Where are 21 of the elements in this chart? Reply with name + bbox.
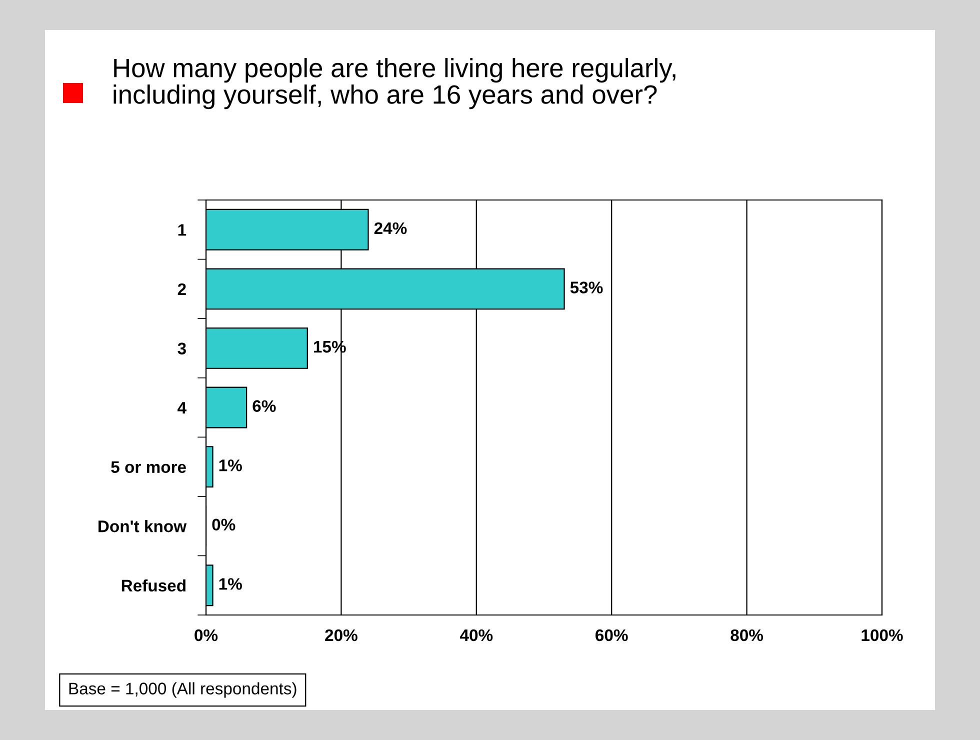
text: Base = 1,000 (All respondents) [69, 682, 296, 698]
data-label: 53% [570, 282, 603, 294]
x-tick-label: 80% [730, 629, 764, 642]
data-label: 1% [219, 578, 242, 590]
y-tick-label: 1 [178, 224, 186, 236]
x-tick-label: 0% [194, 629, 218, 642]
x-tick-label: 100% [862, 629, 903, 642]
data-label: 1% [219, 460, 242, 472]
x-tick-label: 60% [596, 629, 628, 642]
y-tick-label: 4 [178, 402, 186, 414]
y-tick-label: Don't know [98, 520, 187, 532]
y-tick-label: 3 [178, 342, 186, 354]
y-tick-label: 5 or more [111, 461, 186, 473]
data-label: 0% [212, 518, 236, 531]
y-tick-label: Refused [122, 579, 186, 592]
x-tick-label: 40% [460, 629, 493, 642]
data-label: 24% [374, 222, 407, 234]
data-label: 6% [252, 400, 276, 412]
x-tick-label: 20% [325, 629, 358, 642]
chart-title: How many people are there living here regularly, including yourself, who are 16 years and over? [114, 58, 676, 110]
y-tick-label: 2 [178, 283, 186, 295]
